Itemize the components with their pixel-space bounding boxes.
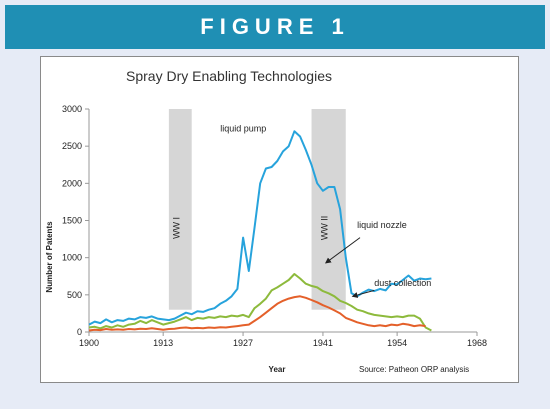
shade-label-1: WW II (320, 216, 330, 241)
series-line-liquid-nozzle (88, 273, 432, 332)
x-tick-label: 1927 (233, 338, 253, 348)
x-tick-label: 1941 (313, 338, 333, 348)
x-tick-label: 1900 (79, 338, 99, 348)
y-tick-label: 0 (77, 327, 82, 337)
arrow-dust-collection (351, 289, 375, 298)
y-tick-label: 3000 (62, 104, 82, 114)
y-tick-label: 500 (67, 290, 82, 300)
annotation-liquid-pump: liquid pump (220, 123, 266, 133)
figure-label: FIGURE 1 (200, 14, 350, 39)
series-line-dust-collection (88, 295, 426, 332)
y-axis-title: Number of Patents (45, 221, 54, 293)
series-line-liquid-pump (88, 130, 432, 326)
source-note: Source: Patheon ORP analysis (359, 365, 469, 374)
series-lines (88, 130, 432, 332)
x-tick-label: 1913 (153, 338, 173, 348)
y-axis: 0 500 1000 1500 2000 2500 3000 (62, 104, 90, 337)
x-axis: 1900 1913 1927 1941 1954 1968 (79, 331, 487, 348)
arrow-liquid-nozzle (324, 237, 361, 264)
x-axis-title: Year (269, 365, 286, 374)
shade-label-0: WW I (171, 217, 181, 239)
figure-banner: FIGURE 1 (5, 5, 545, 49)
y-tick-label: 1000 (62, 253, 82, 263)
y-tick-label: 2000 (62, 178, 82, 188)
x-tick-label: 1968 (467, 338, 487, 348)
x-tick-label: 1954 (387, 338, 407, 348)
shade-period-0 (168, 109, 192, 310)
annotation-dust-collection: dust collection (374, 278, 431, 288)
chart-title: Spray Dry Enabling Technologies (126, 68, 332, 84)
annotations: liquid pump liquid nozzle dust collection (220, 123, 431, 298)
y-tick-label: 2500 (62, 141, 82, 151)
annotation-liquid-nozzle: liquid nozzle (357, 220, 407, 230)
y-tick-label: 1500 (62, 216, 82, 226)
chart-panel: WW I WW II Spray Dry Enabling Technologie… (40, 56, 519, 383)
shaded-periods: WW I WW II (168, 109, 346, 310)
line-chart: WW I WW II Spray Dry Enabling Technologie… (45, 68, 487, 374)
